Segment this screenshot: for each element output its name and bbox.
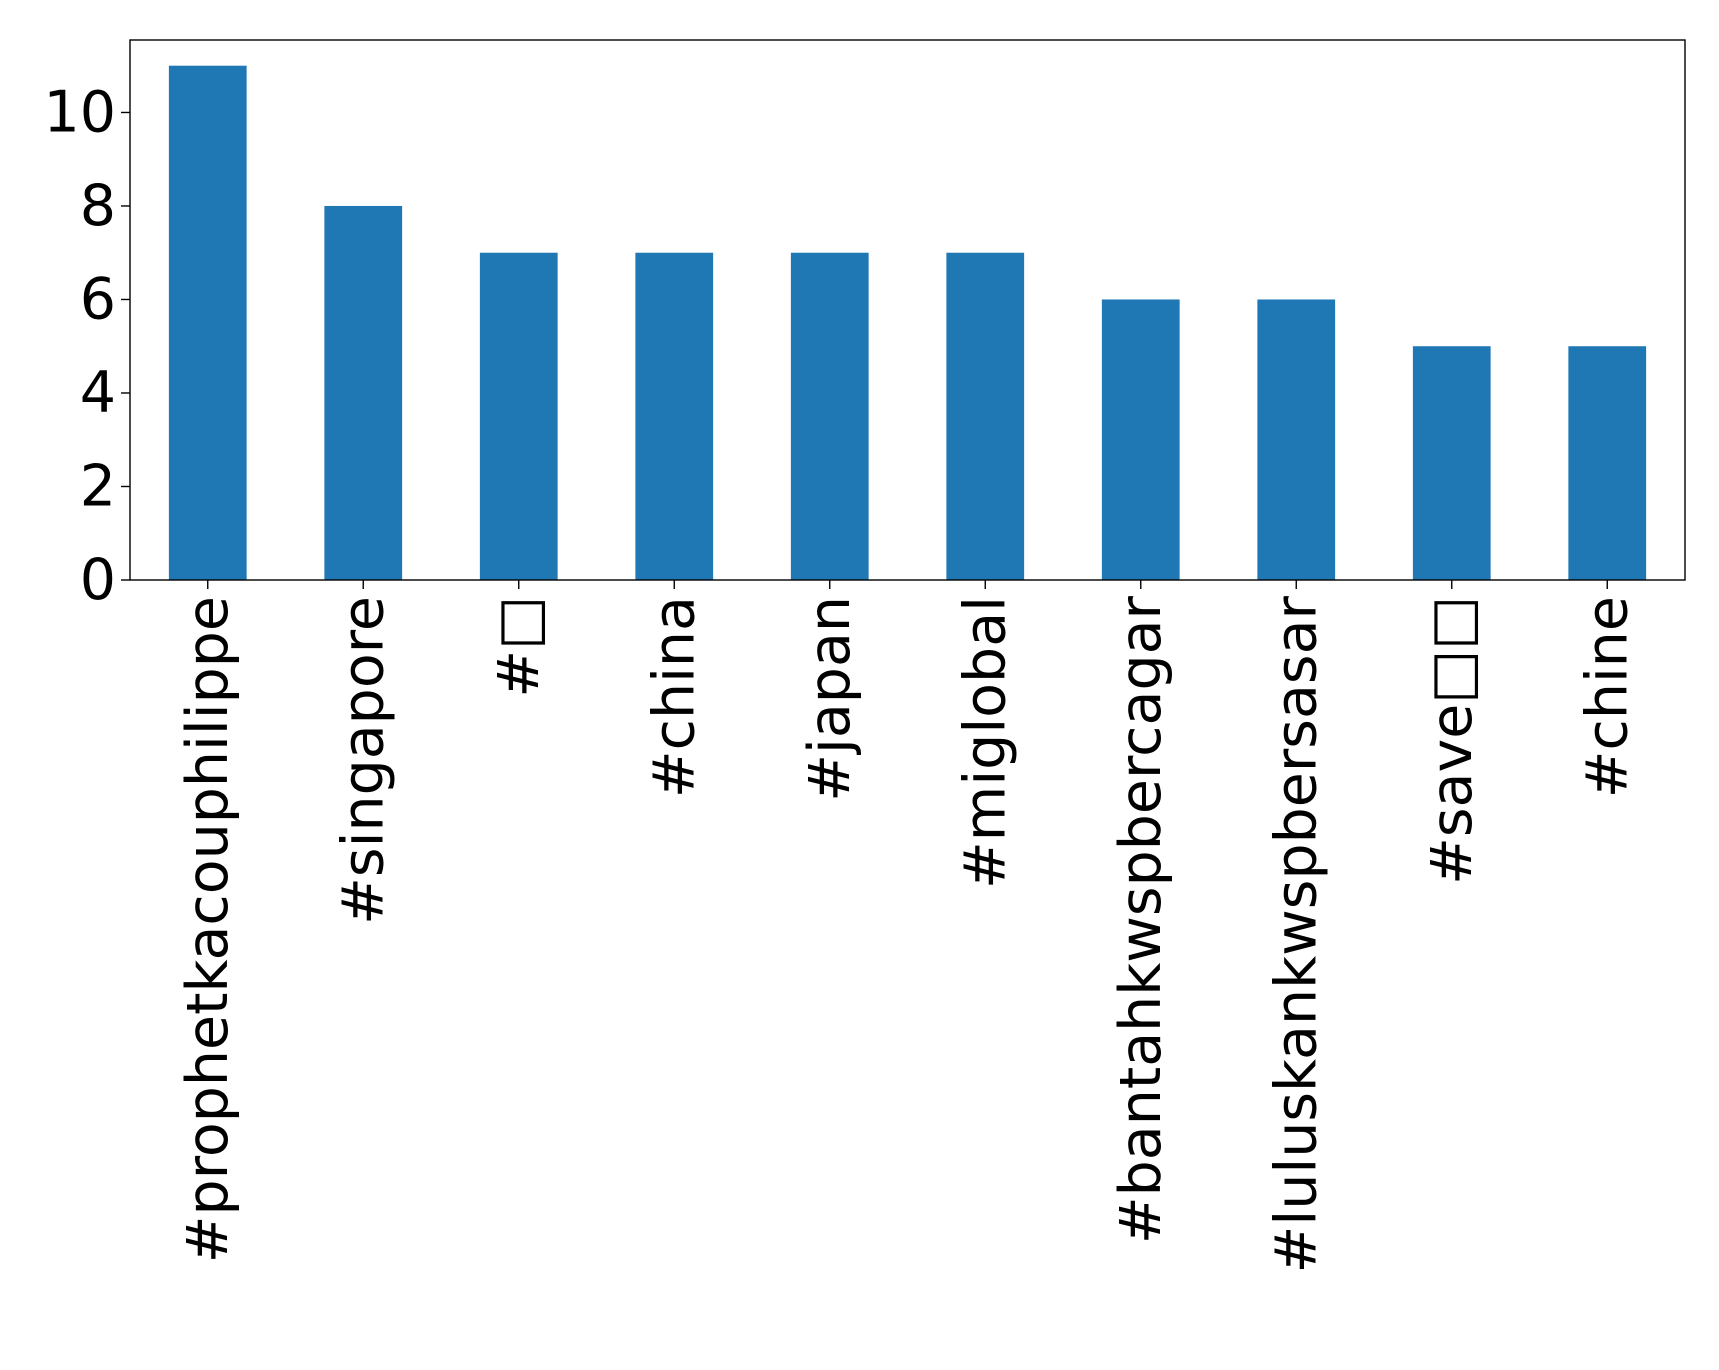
y-tick-label: 4 — [80, 360, 116, 426]
x-tick-label: #miglobal — [952, 596, 1018, 889]
x-tick-label: #japan — [797, 596, 863, 802]
bars-layer — [168, 65, 1647, 581]
x-axis: #prophetkacouphilippe #singapore #□ #china #… — [175, 580, 1640, 1273]
bar-5 — [946, 252, 1025, 581]
x-tick-label: #luluskankwspbersasar — [1263, 595, 1329, 1273]
x-tick-label: #bantahkwspbercagar — [1108, 595, 1174, 1244]
bar-1 — [324, 205, 403, 580]
x-tick-label: #save□□ — [1419, 596, 1485, 885]
y-tick-label: 2 — [80, 453, 116, 519]
y-tick-label: 6 — [80, 266, 116, 332]
bar-2 — [479, 252, 558, 581]
bar-6 — [1101, 299, 1180, 580]
bar-4 — [790, 252, 869, 581]
bar-7 — [1257, 299, 1336, 580]
x-tick-label: #singapore — [330, 596, 396, 925]
plot-area-frame — [129, 39, 1686, 581]
bar-0 — [168, 65, 247, 580]
x-tick-label: #china — [641, 596, 707, 798]
y-tick-label: 8 — [80, 173, 116, 239]
bar-8 — [1412, 346, 1491, 580]
bar-9 — [1568, 346, 1647, 580]
y-tick-label: 0 — [80, 547, 116, 613]
bar-3 — [635, 252, 714, 581]
x-tick-label: #prophetkacouphilippe — [175, 596, 241, 1263]
y-tick-label: 10 — [43, 79, 116, 145]
y-axis: 0 2 4 6 8 10 — [43, 79, 130, 613]
x-tick-label: #□ — [486, 596, 552, 698]
x-tick-label: #chine — [1574, 596, 1640, 798]
